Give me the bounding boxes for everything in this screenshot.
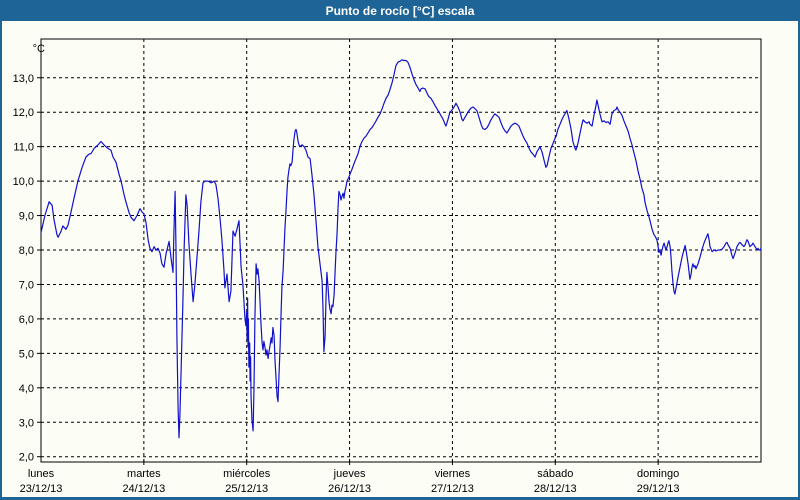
title-bar: Punto de rocío [°C] escala <box>0 0 800 21</box>
x-date-label: 23/12/13 <box>20 483 63 495</box>
dew-point-chart: 13,0 12,0 11,0 10,0 9,0 8,0 7,0 6,0 5,0 4,0 3,0 2,0… <box>13 38 762 495</box>
x-day-label: sábado <box>537 468 573 480</box>
y-tick-label: 8,0 <box>19 245 34 257</box>
x-date-label: 26/12/13 <box>328 483 371 495</box>
y-tick-label: 10,0 <box>13 176 34 188</box>
y-tick-label: 5,0 <box>19 348 34 360</box>
x-day-label: lunes <box>28 468 55 480</box>
chart-title: Punto de rocío [°C] escala <box>325 3 475 18</box>
y-tick-label: 2,0 <box>19 452 34 464</box>
y-axis-unit-label: °C <box>33 43 45 55</box>
x-date-label: 25/12/13 <box>225 483 268 495</box>
chart-area: 13,0 12,0 11,0 10,0 9,0 8,0 7,0 6,0 5,0 4,0 3,0 2,0… <box>2 21 798 497</box>
x-date-label: 27/12/13 <box>431 483 474 495</box>
y-tick-label: 13,0 <box>13 73 34 85</box>
x-day-label: martes <box>127 468 161 480</box>
y-tick-label: 6,0 <box>19 314 34 326</box>
y-tick-label: 9,0 <box>19 211 34 223</box>
x-date-label: 28/12/13 <box>534 483 577 495</box>
x-day-label: miércoles <box>223 468 271 480</box>
x-day-label: viernes <box>435 468 471 480</box>
y-tick-label: 12,0 <box>13 107 34 119</box>
y-tick-label: 4,0 <box>19 383 34 395</box>
x-day-label: domingo <box>637 468 679 480</box>
y-tick-label: 11,0 <box>13 142 34 154</box>
y-tick-label: 7,0 <box>19 279 34 291</box>
x-day-label: jueves <box>333 468 366 480</box>
y-tick-label: 3,0 <box>19 417 34 429</box>
dew-point-line <box>40 59 762 439</box>
x-date-label: 24/12/13 <box>122 483 165 495</box>
x-date-label: 29/12/13 <box>637 483 680 495</box>
